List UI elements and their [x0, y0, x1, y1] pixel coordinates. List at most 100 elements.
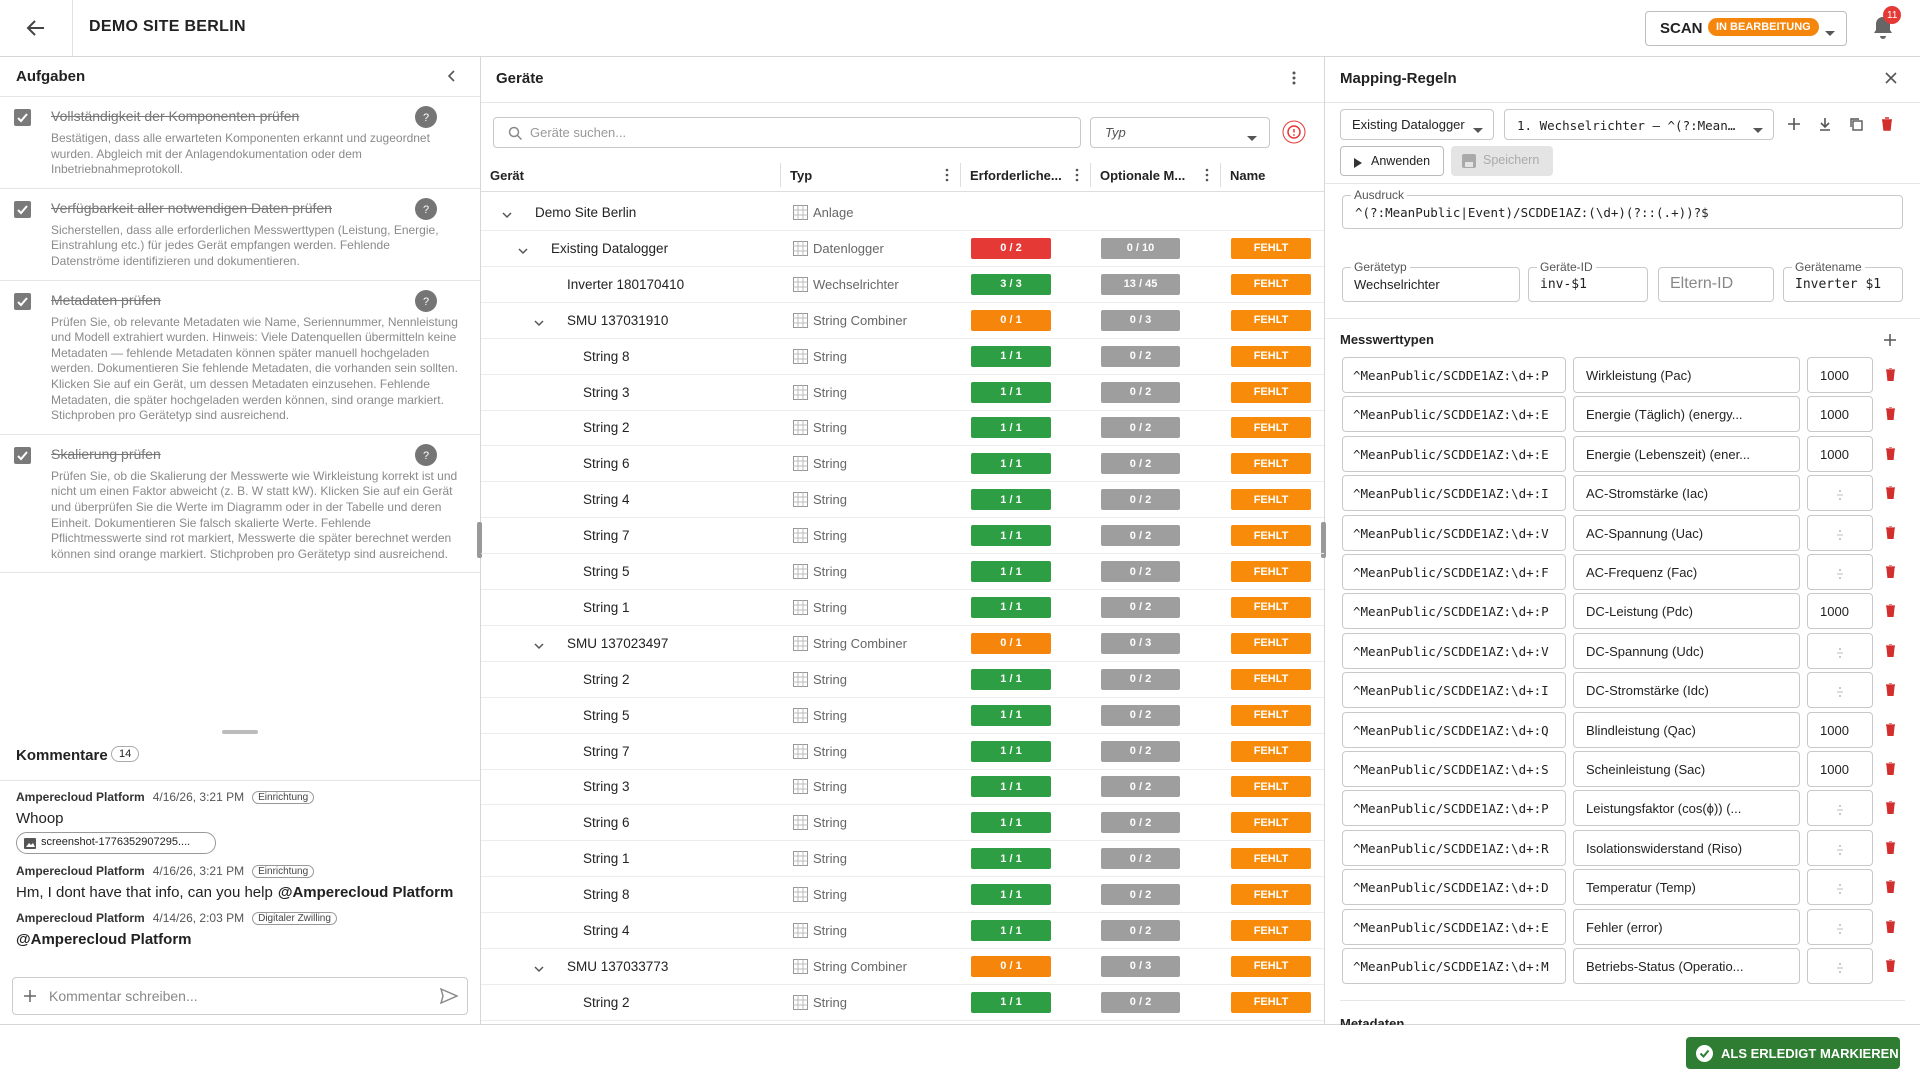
factor-input[interactable]: 1000	[1807, 711, 1873, 748]
factor-input[interactable]	[1807, 514, 1873, 551]
comment-mention[interactable]: @Amperecloud Platform	[16, 931, 192, 948]
measurement-select[interactable]: Wirkleistung (Pac)	[1573, 357, 1800, 393]
device-row[interactable]: String 6 String 1 / 1 0 / 2 FEHLT	[481, 446, 1324, 483]
measurement-select[interactable]: AC-Stromstärke (Iac)	[1573, 475, 1800, 512]
copy-button[interactable]	[1849, 117, 1863, 136]
delete-measurement[interactable]	[1885, 524, 1896, 544]
download-button[interactable]	[1818, 117, 1832, 136]
pattern-input[interactable]: ^MeanPublic/SCDDE1AZ:\d+:V	[1342, 632, 1566, 669]
device-row[interactable]: String 3 String 1 / 1 0 / 2 FEHLT	[481, 375, 1324, 411]
pattern-input[interactable]: ^MeanPublic/SCDDE1AZ:\d+:E	[1342, 396, 1566, 433]
done-button[interactable]: ALS ERLEDIGT MARKIEREN	[1686, 1037, 1900, 1069]
delete-measurement[interactable]	[1885, 761, 1896, 780]
device-row[interactable]: SMU 137033773 String Combiner 0 / 1 0 / 3 FE…	[481, 949, 1324, 985]
collapse-button[interactable]	[444, 68, 460, 84]
field-input[interactable]: Gerätename Inverter $1	[1783, 260, 1903, 302]
rule-select[interactable]: 1. Wechselrichter – ^(?:MeanPu...	[1504, 109, 1774, 140]
measurement-select[interactable]: DC-Leistung (Pdc)	[1573, 593, 1800, 630]
attachment[interactable]: screenshot-1776352907295....	[16, 832, 216, 854]
device-row[interactable]: String 6 String 1 / 1 0 / 2 FEHLT	[481, 805, 1324, 842]
device-row[interactable]: String 8 String 1 / 1 0 / 2 FEHLT	[481, 877, 1324, 914]
pattern-input[interactable]: ^MeanPublic/SCDDE1AZ:\d+:R	[1342, 829, 1566, 866]
field-input[interactable]: Geräte-ID inv-$1	[1528, 260, 1648, 302]
delete-measurement[interactable]	[1885, 367, 1896, 386]
device-row[interactable]: String 5 String 1 / 1 0 / 2 FEHLT	[481, 554, 1324, 590]
factor-input[interactable]	[1807, 869, 1873, 906]
delete-measurement[interactable]	[1885, 918, 1896, 938]
device-row[interactable]: Existing Datalogger Datenlogger 0 / 2 0 / 1…	[481, 231, 1324, 267]
pattern-input[interactable]: ^MeanPublic/SCDDE1AZ:\d+:I	[1342, 475, 1566, 512]
factor-input[interactable]	[1807, 554, 1873, 590]
factor-input[interactable]	[1807, 829, 1873, 866]
pattern-input[interactable]: ^MeanPublic/SCDDE1AZ:\d+:E	[1342, 908, 1566, 945]
delete-measurement[interactable]	[1885, 958, 1896, 977]
delete-measurement[interactable]	[1885, 603, 1896, 622]
pattern-input[interactable]: ^MeanPublic/SCDDE1AZ:\d+:I	[1342, 672, 1566, 709]
pattern-input[interactable]: ^MeanPublic/SCDDE1AZ:\d+:D	[1342, 869, 1566, 906]
field-input[interactable]: Eltern-ID	[1658, 267, 1774, 302]
delete-measurement[interactable]	[1885, 682, 1896, 701]
comment-input[interactable]: Kommentar schreiben...	[12, 977, 468, 1015]
factor-input[interactable]	[1807, 632, 1873, 669]
comment-mention[interactable]: @Amperecloud Platform	[277, 884, 454, 901]
add-button[interactable]	[1787, 117, 1801, 136]
delete-measurement[interactable]	[1885, 643, 1896, 662]
device-row[interactable]: String 2 String 1 / 1 0 / 2 FEHLT	[481, 662, 1324, 698]
pattern-input[interactable]: ^MeanPublic/SCDDE1AZ:\d+:F	[1342, 554, 1566, 590]
measurement-select[interactable]: DC-Spannung (Udc)	[1573, 632, 1800, 669]
pattern-input[interactable]: ^MeanPublic/SCDDE1AZ:\d+:S	[1342, 751, 1566, 787]
factor-input[interactable]: 1000	[1807, 357, 1873, 393]
factor-input[interactable]: 1000	[1807, 435, 1873, 472]
resize-handle[interactable]	[1321, 522, 1326, 558]
device-row[interactable]: String 1 String 1 / 1 0 / 2 FEHLT	[481, 841, 1324, 878]
resize-handle[interactable]	[222, 730, 258, 734]
type-filter[interactable]: Typ	[1090, 117, 1270, 148]
delete-measurement[interactable]	[1885, 446, 1896, 465]
pattern-input[interactable]: ^MeanPublic/SCDDE1AZ:\d+:E	[1342, 435, 1566, 472]
factor-input[interactable]: 1000	[1807, 593, 1873, 630]
device-row[interactable]: String 4 String 1 / 1 0 / 2 FEHLT	[481, 913, 1324, 949]
measurement-select[interactable]: Blindleistung (Qac)	[1573, 711, 1800, 748]
measurement-select[interactable]: Energie (Täglich) (energy...	[1573, 396, 1800, 433]
delete-measurement[interactable]	[1885, 840, 1896, 859]
field-input[interactable]: Gerätetyp Wechselrichter	[1342, 260, 1520, 302]
measurement-select[interactable]: Temperatur (Temp)	[1573, 869, 1800, 906]
measurement-select[interactable]: DC-Stromstärke (Idc)	[1573, 672, 1800, 709]
measurement-select[interactable]: Betriebs-Status (Operatio...	[1573, 948, 1800, 984]
factor-input[interactable]	[1807, 475, 1873, 512]
measurement-select[interactable]: AC-Spannung (Uac)	[1573, 514, 1800, 551]
back-button[interactable]	[24, 16, 48, 40]
save-button[interactable]: Speichern	[1451, 146, 1553, 176]
device-row[interactable]: String 8 String 1 / 1 0 / 2 FEHLT	[481, 339, 1324, 375]
device-row[interactable]: SMU 137023497 String Combiner 0 / 1 0 / 3 FE…	[481, 626, 1324, 662]
delete-measurement[interactable]	[1885, 800, 1896, 819]
factor-input[interactable]: 1000	[1807, 396, 1873, 433]
menu-button[interactable]	[1287, 70, 1301, 86]
device-row[interactable]: String 4 String 1 / 1 0 / 2 FEHLT	[481, 482, 1324, 519]
device-row[interactable]: Inverter 180170410 Wechselrichter 3 / 3 13 …	[481, 267, 1324, 303]
pattern-input[interactable]: ^MeanPublic/SCDDE1AZ:\d+:P	[1342, 593, 1566, 630]
search-input[interactable]: Geräte suchen...	[493, 117, 1081, 148]
source-select[interactable]: Existing Datalogger	[1340, 109, 1494, 140]
delete-measurement[interactable]	[1885, 406, 1896, 425]
device-row[interactable]: String 7 String 1 / 1 0 / 2 FEHLT	[481, 518, 1324, 555]
factor-input[interactable]: 1000	[1807, 751, 1873, 787]
factor-input[interactable]	[1807, 908, 1873, 945]
pattern-input[interactable]: ^MeanPublic/SCDDE1AZ:\d+:P	[1342, 357, 1566, 393]
delete-button[interactable]	[1880, 117, 1894, 136]
device-row[interactable]: Demo Site Berlin Anlage	[481, 195, 1324, 231]
device-row[interactable]: String 2 String 1 / 1 0 / 2 FEHLT	[481, 985, 1324, 1021]
delete-measurement[interactable]	[1885, 564, 1896, 583]
device-row[interactable]: String 7 String 1 / 1 0 / 2 FEHLT	[481, 734, 1324, 770]
device-row[interactable]: String 2 String 1 / 1 0 / 2 FEHLT	[481, 410, 1324, 447]
pattern-input[interactable]: ^MeanPublic/SCDDE1AZ:\d+:M	[1342, 948, 1566, 984]
measurement-select[interactable]: AC-Frequenz (Fac)	[1573, 554, 1800, 590]
measurement-select[interactable]: Energie (Lebenszeit) (ener...	[1573, 435, 1800, 472]
device-row[interactable]: String 3 String 1 / 1 0 / 2 FEHLT	[481, 769, 1324, 806]
pattern-input[interactable]: ^MeanPublic/SCDDE1AZ:\d+:P	[1342, 790, 1566, 827]
measurement-select[interactable]: Leistungsfaktor (cos(ϕ)) (...	[1573, 790, 1800, 827]
delete-measurement[interactable]	[1885, 879, 1896, 898]
close-button[interactable]	[1883, 70, 1899, 86]
apply-button[interactable]: Anwenden	[1340, 146, 1444, 176]
factor-input[interactable]	[1807, 948, 1873, 984]
